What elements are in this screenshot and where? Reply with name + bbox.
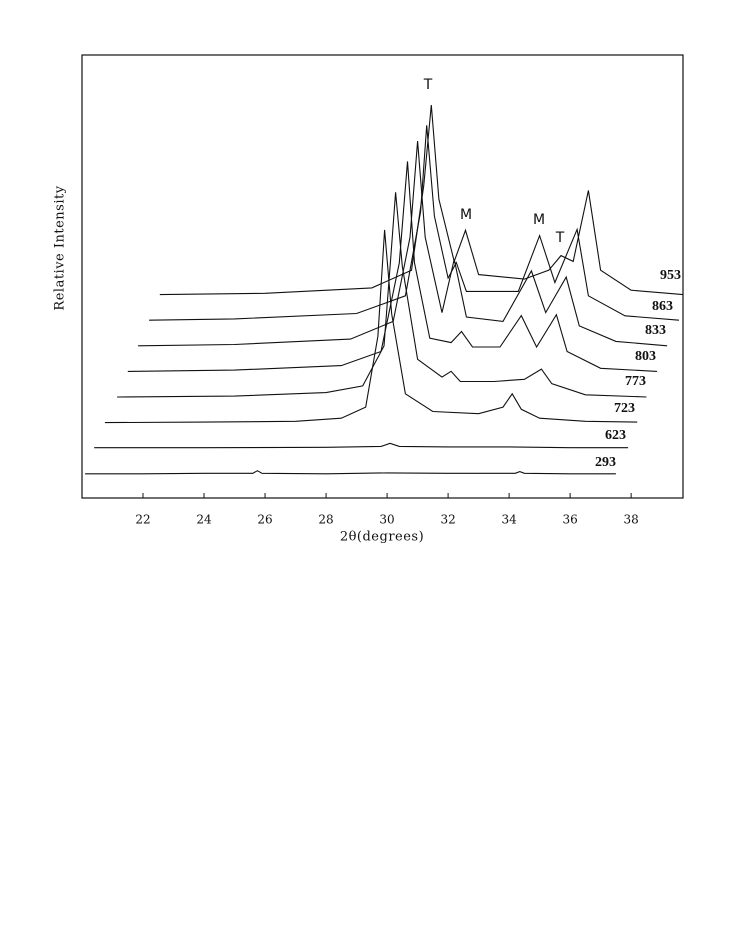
x-tick-label: 38 [623,513,638,527]
x-tick-label: 26 [257,513,272,527]
series-label: 833 [645,323,666,338]
x-tick-label: 22 [135,513,150,527]
series-label: 293 [595,455,616,470]
x-tick-label: 24 [196,513,212,527]
x-tick-label: 28 [318,513,333,527]
x-tick-label: 36 [562,513,577,527]
plot-frame [81,54,684,499]
x-tick-label: 34 [501,513,517,527]
series-label: 803 [635,349,656,364]
trace [117,192,647,398]
series-label: 863 [652,299,673,314]
peak-annotation: T [423,77,433,93]
trace [94,442,629,449]
series-label: 723 [614,401,635,416]
peak-annotation: M [460,207,472,223]
peak-annotation: T [555,230,565,246]
series-label: 773 [625,374,646,389]
x-axis-label: 2θ(degrees) [340,530,424,545]
series-label: 623 [605,428,626,443]
x-tick-label: 30 [379,513,394,527]
trace [104,229,638,424]
peak-annotation: M [533,212,545,228]
y-axis-label: Relative Intensity [53,185,68,310]
trace [85,470,616,475]
trace [159,104,684,296]
x-tick-label: 32 [440,513,455,527]
trace [127,161,658,372]
series-label: 953 [660,268,681,283]
trace [149,125,680,321]
